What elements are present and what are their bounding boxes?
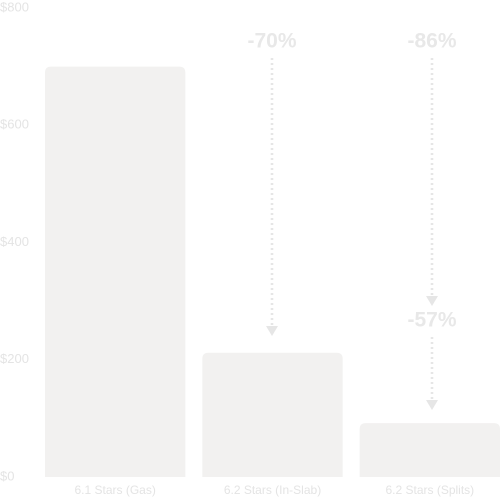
- x-tick-label: 6.1 Stars (Gas): [74, 483, 155, 497]
- y-tick-label: $600: [0, 117, 29, 132]
- x-tick-label: 6.2 Stars (In-Slab): [224, 483, 321, 497]
- annotation-arrows: [266, 58, 438, 410]
- y-tick-label: $200: [0, 351, 29, 366]
- arrow-head: [426, 296, 438, 306]
- x-tick-label: 6.2 Stars (Splits): [385, 483, 474, 497]
- arrow-head: [426, 400, 438, 410]
- y-tick-label: $800: [0, 0, 29, 14]
- annotation: -86%: [407, 30, 456, 53]
- bar: [359, 423, 500, 477]
- arrow-head: [266, 326, 278, 336]
- bar: [202, 352, 343, 477]
- annotation: -70%: [247, 30, 296, 53]
- bar: [45, 66, 186, 477]
- annotation: -57%: [407, 309, 456, 332]
- y-tick-label: $0: [0, 468, 14, 483]
- y-tick-label: $400: [0, 234, 29, 249]
